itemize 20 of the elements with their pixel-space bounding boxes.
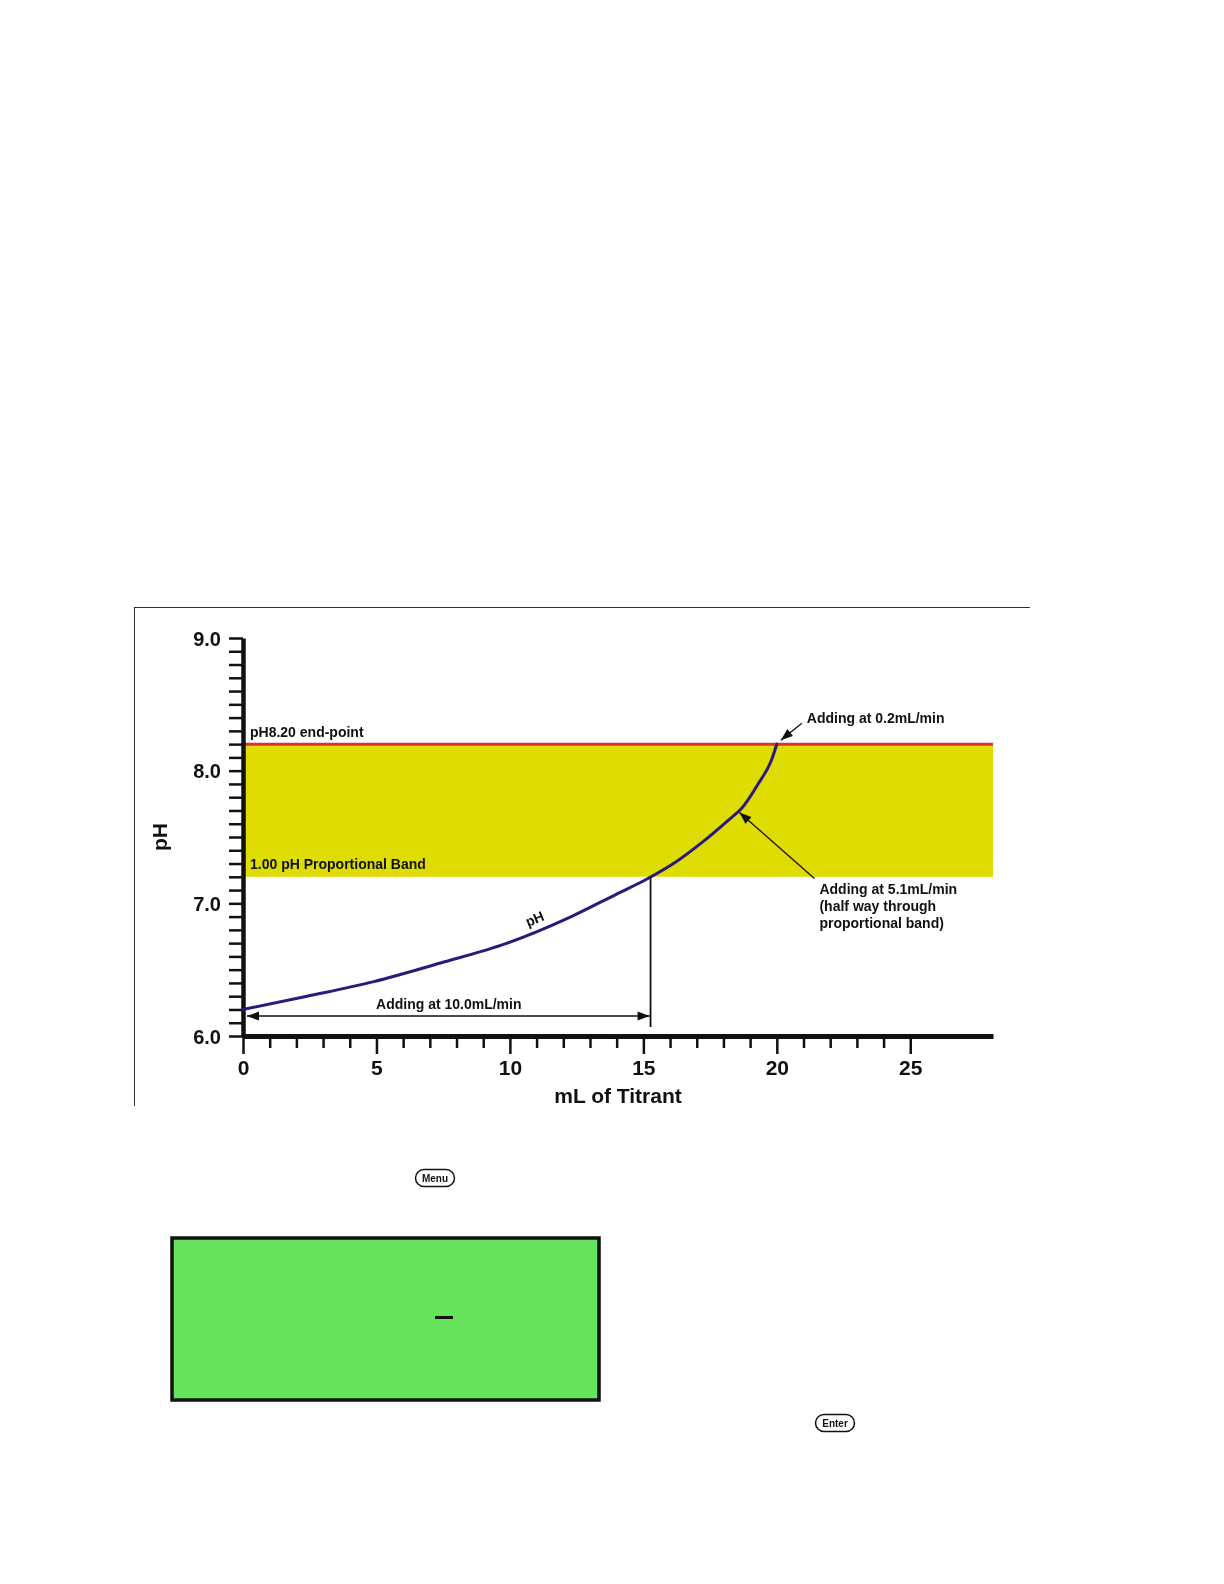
y-tick-label: 7.0 xyxy=(193,892,221,915)
text: pH xyxy=(522,907,547,930)
annotation: Adding at 0.2mL/min xyxy=(806,710,945,727)
text: Enter xyxy=(822,1417,848,1429)
y-tick-label: 9.0 xyxy=(193,627,221,650)
x-tick-label: 15 xyxy=(632,1055,656,1079)
x-tick-label: 25 xyxy=(899,1055,923,1079)
x-tick-label: 5 xyxy=(371,1055,384,1079)
x-tick-label: 10 xyxy=(498,1055,523,1079)
annotation: Adding at 5.1mL/min (half way through proportional band) xyxy=(819,881,958,931)
x-tick-label: 20 xyxy=(765,1055,789,1079)
annotation: Adding at 10.0mL/min xyxy=(376,996,522,1012)
y-axis-title: pH xyxy=(148,823,171,851)
text: Menu xyxy=(421,1172,449,1184)
band-label: 1.00 pH Proportional Band xyxy=(250,855,426,872)
y-tick-label: 8.0 xyxy=(193,760,221,783)
x-tick-label: 0 xyxy=(237,1055,250,1079)
y-tick-label: 6.0 xyxy=(193,1025,221,1048)
x-axis-title: mL of Titrant xyxy=(554,1084,682,1107)
ref-line-label: pH8.20 end-point xyxy=(250,724,364,741)
